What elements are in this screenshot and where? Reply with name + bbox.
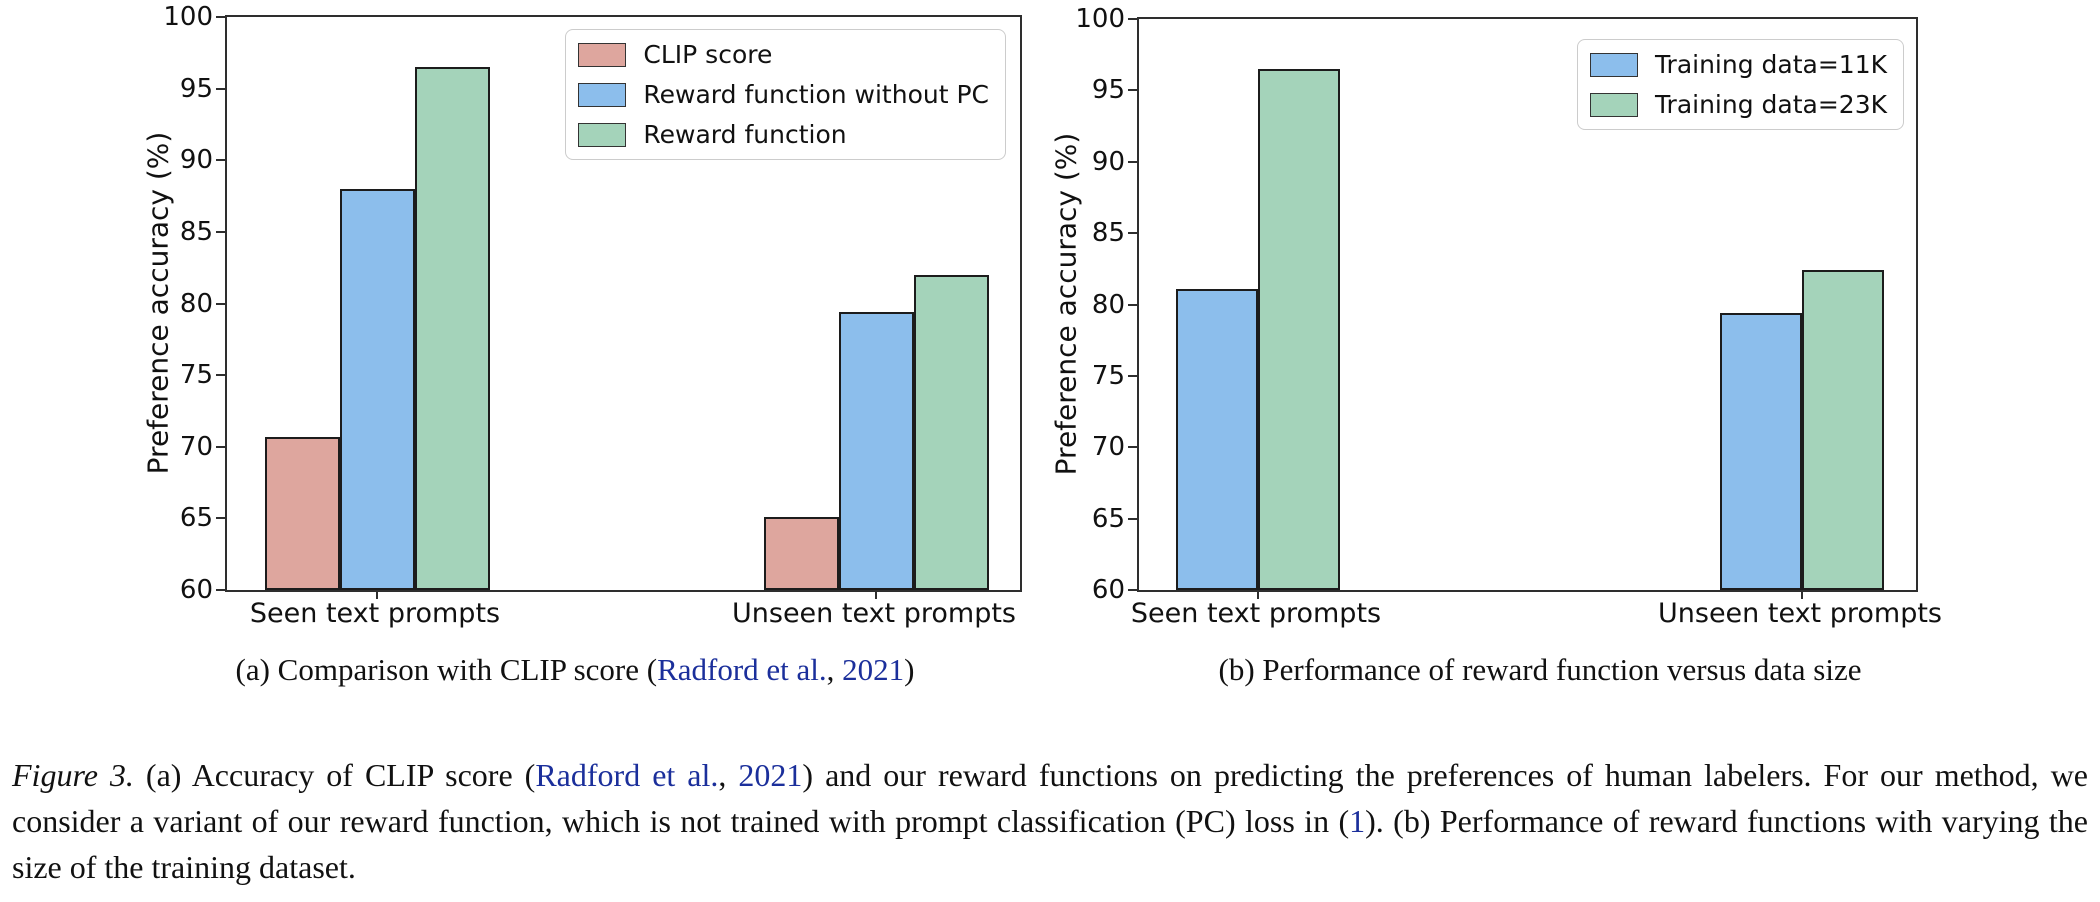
legend-item: Reward function [578, 120, 989, 149]
y-tick-mark [1128, 589, 1137, 591]
x-tick-mark [1801, 590, 1803, 599]
y-tick-label: 70 [1091, 432, 1125, 463]
legend-label: Reward function [643, 120, 847, 149]
y-tick-label: 75 [179, 360, 213, 391]
x-category-label: Unseen text prompts [732, 598, 1016, 629]
legend-label: Training data=23K [1654, 90, 1887, 119]
legend-label: Training data=11K [1654, 50, 1887, 79]
y-tick-mark [1128, 303, 1137, 306]
y-tick-label: 85 [1091, 218, 1125, 249]
panel-a-plot-area: 60 65 70 75 80 85 90 95 100 CLIP score Reward func… [163, 4, 1022, 603]
bar-series-2-group-1 [1258, 68, 1340, 590]
citation-link[interactable]: 2021 [842, 652, 905, 687]
bar-series-1-group-1 [1176, 288, 1258, 590]
text-segment: ) [904, 652, 915, 687]
text-segment: (a) Comparison with CLIP score ( [235, 652, 658, 687]
text-segment: , [718, 757, 739, 793]
legend-label: CLIP score [643, 40, 773, 69]
text-segment: Figure 3. [12, 757, 134, 793]
y-tick-label: 95 [179, 73, 213, 104]
y-tick-label: 100 [163, 2, 213, 32]
figure-caption: Figure 3. (a) Accuracy of CLIP score (Ra… [12, 752, 2088, 890]
bar-series-1-group-2 [1720, 313, 1802, 590]
y-tick-mark [1128, 446, 1137, 449]
y-tick-mark [216, 230, 225, 233]
y-tick-mark [1128, 160, 1137, 163]
x-category-label: Seen text prompts [249, 598, 501, 629]
text-segment: , [826, 652, 843, 687]
legend: CLIP score Reward function without PC Rewa… [565, 29, 1006, 160]
citation-link[interactable]: Radford et al. [657, 652, 827, 687]
y-tick-label: 90 [1091, 146, 1125, 177]
x-tick-mark [875, 590, 877, 599]
y-tick-label: 75 [1091, 360, 1125, 391]
legend-color-swatch [578, 122, 627, 147]
text-segment: (b) Performance of reward function versu… [1218, 652, 1862, 687]
y-tick-mark [216, 374, 225, 377]
legend-label: Reward function without PC [643, 80, 989, 109]
subcaption-a: (a) Comparison with CLIP score (Radford … [100, 652, 1050, 688]
bar-series-1-group-1 [264, 436, 340, 590]
y-tick-mark [1128, 18, 1137, 20]
text-segment: ) and our reward functions on predicting… [12, 757, 2089, 839]
legend-color-swatch [578, 82, 627, 107]
y-tick-mark [216, 589, 225, 591]
legend-color-swatch [578, 42, 627, 67]
bar-series-2-group-1 [339, 188, 415, 590]
y-tick-mark [216, 87, 225, 90]
citation-link[interactable]: 1 [1349, 803, 1366, 839]
legend-item: CLIP score [578, 40, 989, 69]
y-tick-label: 65 [1091, 503, 1125, 534]
y-tick-label: 80 [179, 288, 213, 319]
y-tick-label: 90 [179, 145, 213, 176]
y-tick-label: 85 [179, 216, 213, 247]
y-tick-mark [216, 445, 225, 448]
y-tick-label: 95 [1091, 75, 1125, 106]
panel-b-plot-area: 60 65 70 75 80 85 90 95 100 Training data=11K Trai… [1075, 6, 1918, 603]
legend-item: Training data=11K [1589, 50, 1887, 79]
y-tick-label: 80 [1091, 289, 1125, 320]
subcaption-b: (b) Performance of reward function versu… [1080, 652, 2000, 688]
legend-color-swatch [1589, 52, 1638, 77]
text-segment: (a) Accuracy of CLIP score ( [133, 757, 536, 793]
bar-series-2-group-2 [838, 312, 914, 590]
x-category-label: Seen text prompts [1130, 598, 1382, 629]
legend-item: Training data=23K [1589, 90, 1887, 119]
bar-series-3-group-2 [913, 274, 989, 590]
y-axis-label: Preference accuracy (%) [1049, 132, 1083, 476]
y-tick-mark [1128, 232, 1137, 235]
bar-series-2-group-2 [1802, 270, 1884, 590]
y-axis-label: Preference accuracy (%) [141, 131, 175, 475]
citation-link[interactable]: 2021 [738, 757, 803, 793]
y-tick-mark [216, 159, 225, 162]
y-tick-mark [1128, 374, 1137, 377]
legend-item: Reward function without PC [578, 80, 989, 109]
legend: Training data=11K Training data=23K [1576, 39, 1904, 130]
x-tick-mark [376, 590, 378, 599]
text-segment: ). (b) Performance of reward functions w… [12, 803, 2089, 885]
y-tick-mark [1128, 89, 1137, 92]
legend-color-swatch [1589, 92, 1638, 117]
y-tick-mark [216, 16, 225, 18]
y-tick-mark [216, 517, 225, 520]
y-tick-label: 60 [1091, 575, 1125, 605]
x-tick-mark [1257, 590, 1259, 599]
y-tick-mark [1128, 517, 1137, 520]
y-tick-label: 70 [179, 431, 213, 462]
y-tick-label: 60 [179, 575, 213, 605]
x-category-label: Unseen text prompts [1658, 598, 1942, 629]
bar-series-1-group-2 [763, 516, 839, 590]
citation-link[interactable]: Radford et al. [535, 757, 719, 793]
y-tick-label: 100 [1075, 4, 1125, 34]
y-tick-label: 65 [179, 503, 213, 534]
bar-series-3-group-1 [414, 67, 490, 590]
y-tick-mark [216, 302, 225, 305]
